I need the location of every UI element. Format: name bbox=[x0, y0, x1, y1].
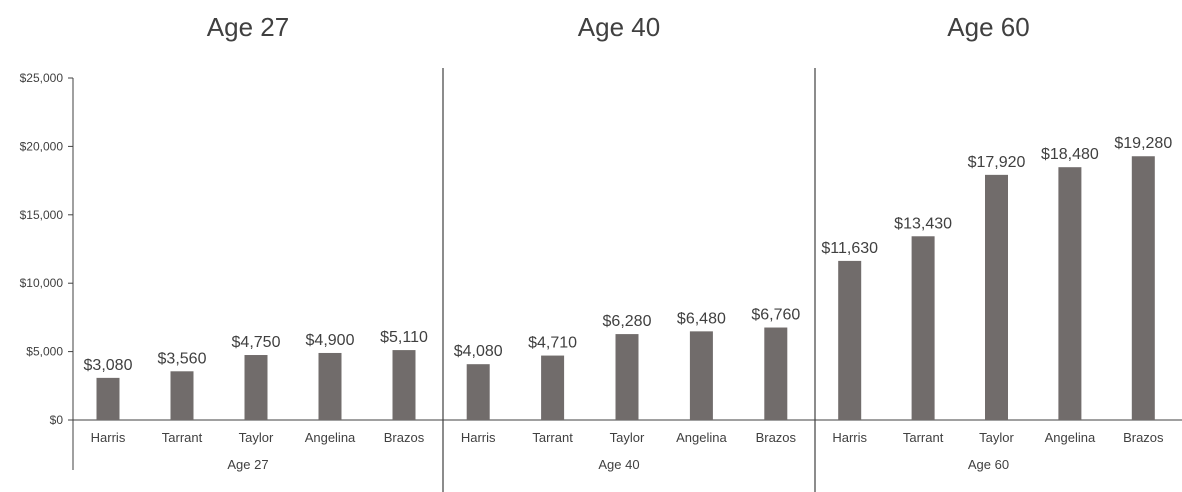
group-label: Age 27 bbox=[227, 457, 268, 472]
data-label: $3,080 bbox=[84, 357, 133, 374]
category-label: Tarrant bbox=[532, 430, 573, 445]
bar bbox=[1131, 156, 1155, 420]
panel-1: Age 27 $3,080 Harris $3,560 Tarrant $4,750 Tay… bbox=[73, 12, 444, 492]
y-tick-label: $5,000 bbox=[26, 345, 63, 359]
category-label: Harris bbox=[91, 430, 126, 445]
y-axis: $0 $5,000 $10,000 $15,000 $20,000 $25,000 bbox=[20, 71, 74, 470]
panel-title: Age 40 bbox=[578, 12, 660, 42]
y-tick-label: $25,000 bbox=[20, 71, 64, 85]
bar bbox=[318, 352, 342, 420]
bar bbox=[689, 331, 713, 420]
bar bbox=[838, 260, 862, 420]
category-label: Tarrant bbox=[903, 430, 944, 445]
bar bbox=[541, 355, 565, 420]
category-label: Brazos bbox=[1123, 430, 1164, 445]
category-label: Taylor bbox=[979, 430, 1014, 445]
category-label: Angelina bbox=[1045, 430, 1096, 445]
category-label: Harris bbox=[461, 430, 496, 445]
data-label: $3,560 bbox=[158, 350, 207, 367]
bar bbox=[911, 236, 935, 420]
data-label: $19,280 bbox=[1114, 135, 1172, 152]
data-label: $11,630 bbox=[821, 240, 878, 257]
data-label: $6,480 bbox=[677, 310, 726, 327]
data-label: $6,760 bbox=[751, 307, 800, 324]
group-label: Age 60 bbox=[968, 457, 1009, 472]
data-label: $4,900 bbox=[306, 332, 355, 349]
y-tick-label: $20,000 bbox=[20, 139, 64, 153]
bar bbox=[96, 377, 120, 420]
category-label: Harris bbox=[832, 430, 867, 445]
data-label: $4,710 bbox=[528, 335, 577, 352]
panel-title: Age 60 bbox=[947, 12, 1029, 42]
data-label: $18,480 bbox=[1041, 146, 1099, 163]
category-label: Taylor bbox=[239, 430, 274, 445]
category-label: Tarrant bbox=[162, 430, 203, 445]
bar bbox=[615, 334, 639, 420]
bar bbox=[392, 350, 416, 420]
bar bbox=[244, 355, 268, 420]
category-label: Brazos bbox=[384, 430, 425, 445]
y-tick-label: $10,000 bbox=[20, 276, 64, 290]
y-tick-label: $15,000 bbox=[20, 208, 64, 222]
data-label: $4,080 bbox=[454, 343, 503, 360]
category-label: Angelina bbox=[305, 430, 356, 445]
data-label: $4,750 bbox=[232, 334, 281, 351]
bar bbox=[1058, 167, 1082, 420]
y-tick-label: $0 bbox=[50, 413, 64, 427]
category-label: Angelina bbox=[676, 430, 727, 445]
group-label: Age 40 bbox=[598, 457, 639, 472]
category-label: Taylor bbox=[610, 430, 645, 445]
category-label: Brazos bbox=[756, 430, 797, 445]
bar bbox=[764, 327, 788, 420]
data-label: $13,430 bbox=[894, 215, 952, 232]
bar bbox=[466, 364, 490, 420]
panel-title: Age 27 bbox=[207, 12, 289, 42]
bar bbox=[170, 371, 194, 420]
panel-2: Age 40 $4,080 Harris $4,710 Tarrant $6,280 Tay… bbox=[443, 12, 816, 492]
data-label: $6,280 bbox=[603, 313, 652, 330]
bar bbox=[985, 174, 1008, 420]
data-label: $17,920 bbox=[968, 154, 1026, 171]
chart-panels: Age 27 $3,080 Harris $3,560 Tarrant $4,750 Tay… bbox=[73, 12, 1182, 492]
data-label: $5,110 bbox=[380, 329, 428, 346]
panel-3: Age 60 $11,630 Harris $13,430 Tarrant $17,920… bbox=[815, 12, 1182, 472]
